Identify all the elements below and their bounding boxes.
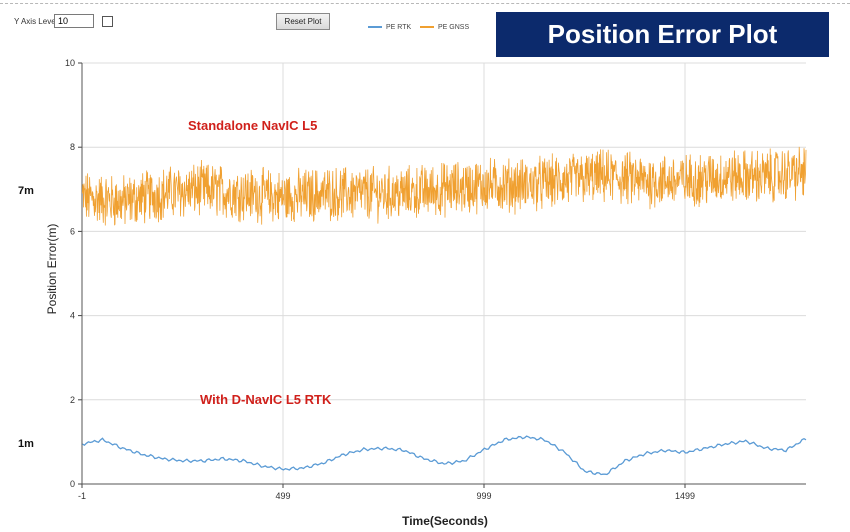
reset-plot-button[interactable]: Reset Plot (276, 13, 330, 30)
tick-label-y-2: 2 (70, 395, 75, 405)
legend-item-gnss[interactable]: PE GNSS (420, 24, 469, 31)
annotation-rtk: With D-NavIC L5 RTK (200, 392, 332, 407)
tick-label-y-6: 6 (70, 226, 75, 236)
tick-labels: 0 2 4 6 8 10 -1 499 999 1499 (65, 58, 695, 501)
tick-label-x--1: -1 (78, 491, 86, 501)
tick-label-y-10: 10 (65, 58, 75, 68)
tick-label-x-999: 999 (476, 491, 491, 501)
x-axis-label: Time(Seconds) (402, 514, 488, 528)
y-axis-label: Position Error(m) (45, 223, 59, 315)
y-axis-level-checkbox[interactable] (102, 16, 113, 27)
tick-label-y-8: 8 (70, 142, 75, 152)
y-axis-level-label: Y Axis Level (14, 17, 58, 26)
tick-label-x-1499: 1499 (675, 491, 695, 501)
legend-item-rtk[interactable]: PE RTK (368, 24, 411, 31)
title-banner: Position Error Plot (496, 12, 829, 57)
legend-swatch-rtk (368, 26, 382, 29)
series-line-rtk (82, 435, 807, 476)
series-line-gnss (82, 146, 807, 226)
tick-label-y-4: 4 (70, 311, 75, 321)
grid (82, 62, 806, 484)
legend-label-gnss: PE GNSS (438, 24, 470, 31)
annotation-standalone: Standalone NavIC L5 (188, 118, 318, 133)
side-note-1m: 1m (18, 438, 34, 450)
axes (78, 62, 806, 488)
top-divider (0, 3, 850, 4)
legend-label-rtk: PE RTK (386, 24, 412, 31)
tick-label-x-499: 499 (275, 491, 290, 501)
tick-label-y-0: 0 (70, 479, 75, 489)
legend-swatch-gnss (420, 26, 434, 29)
side-note-7m: 7m (18, 185, 34, 197)
y-axis-level-input[interactable] (54, 14, 94, 28)
series (82, 146, 807, 476)
